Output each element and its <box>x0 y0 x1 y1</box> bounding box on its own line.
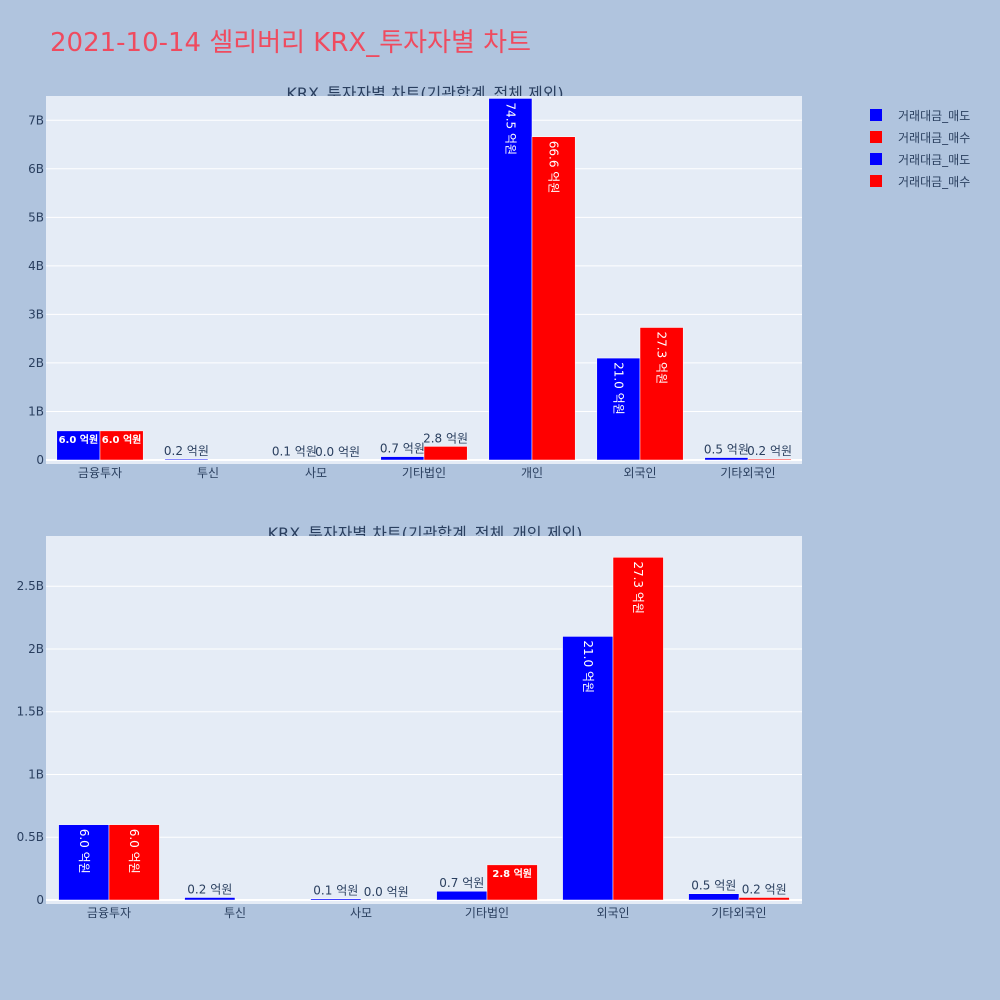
x-tick-label: 기타법인 <box>465 906 509 920</box>
data-label: 0.5 억원 <box>691 879 736 893</box>
data-label: 2.8 억원 <box>492 867 532 880</box>
y-tick-label: 4B <box>28 259 44 273</box>
data-label: 0.1 억원 <box>272 445 317 459</box>
data-label: 0.2 억원 <box>187 882 232 896</box>
legend-label-buy-1: 거래대금_매수 <box>898 130 971 145</box>
bar-buy[interactable] <box>486 864 538 901</box>
bar-buy[interactable] <box>639 327 684 461</box>
x-tick-label: 기타법인 <box>402 466 446 480</box>
legend-label-sell-2: 거래대금_매도 <box>898 152 971 167</box>
data-label: 6.0 억원 <box>102 433 142 446</box>
x-tick-label: 외국인 <box>623 466 656 480</box>
x-tick-label: 투신 <box>224 906 246 920</box>
y-tick-label: 2B <box>28 642 44 656</box>
y-tick-label: 0 <box>36 453 44 467</box>
data-label: 0.7 억원 <box>380 442 425 456</box>
x-tick-label: 기타외국인 <box>720 466 775 480</box>
legend-label-buy-2: 거래대금_매수 <box>898 174 971 189</box>
legend-label-sell-1: 거래대금_매도 <box>898 108 971 123</box>
data-label: 0.2 억원 <box>164 444 209 458</box>
bar-buy[interactable] <box>747 458 792 461</box>
data-label: 21.0 억원 <box>581 640 595 693</box>
y-tick-label: 7B <box>28 113 44 127</box>
legend-swatch-buy-2 <box>870 175 882 187</box>
y-tick-label: 0.5B <box>17 830 44 844</box>
data-label: 0.0 억원 <box>315 445 360 459</box>
data-label: 21.0 억원 <box>611 362 625 415</box>
data-label: 0.2 억원 <box>742 882 787 896</box>
y-tick-label: 3B <box>28 307 44 321</box>
legend-swatch-buy-1 <box>870 131 882 143</box>
bar-buy[interactable] <box>612 557 664 901</box>
legend-item-sell-1[interactable]: 거래대금_매도 <box>870 104 970 126</box>
bar-sell[interactable] <box>562 636 614 901</box>
data-label: 0.1 억원 <box>313 884 358 898</box>
legend-item-buy-2[interactable]: 거래대금_매수 <box>870 170 970 192</box>
legend-swatch-sell-1 <box>870 109 882 121</box>
x-tick-label: 금융투자 <box>78 466 122 480</box>
x-tick-label: 사모 <box>350 906 372 920</box>
data-label: 2.8 억원 <box>423 431 468 445</box>
y-tick-label: 5B <box>28 210 44 224</box>
y-tick-label: 2B <box>28 356 44 370</box>
y-tick-label: 0 <box>36 893 44 907</box>
bar-sell[interactable] <box>488 98 533 461</box>
data-label: 0.5 억원 <box>704 443 749 457</box>
data-label: 0.2 억원 <box>747 444 792 458</box>
data-label: 0.0 억원 <box>364 885 409 899</box>
data-label: 6.0 억원 <box>77 829 91 874</box>
x-tick-label: 사모 <box>305 466 327 480</box>
x-tick-label: 투신 <box>197 466 219 480</box>
bar-sell[interactable] <box>380 456 425 461</box>
x-tick-label: 금융투자 <box>87 906 131 920</box>
bar-buy[interactable] <box>108 824 160 901</box>
page-title: 2021-10-14 셀리버리 KRX_투자자별 차트 <box>50 28 532 58</box>
bar-sell[interactable] <box>704 457 749 461</box>
data-label: 74.5 억원 <box>503 102 517 155</box>
y-tick-label: 1B <box>28 767 44 781</box>
bar-sell[interactable] <box>688 893 740 901</box>
bar-buy[interactable] <box>423 446 468 461</box>
y-tick-label: 1B <box>28 404 44 418</box>
data-label: 6.0 억원 <box>59 433 99 446</box>
y-tick-label: 2.5B <box>17 579 44 593</box>
bar-sell[interactable] <box>184 897 236 901</box>
data-label: 27.3 억원 <box>655 332 669 385</box>
bar-buy[interactable] <box>99 430 144 461</box>
bar-buy[interactable] <box>531 136 576 461</box>
plot-area <box>46 536 802 904</box>
bar-sell[interactable] <box>56 430 101 461</box>
legend-item-sell-2[interactable]: 거래대금_매도 <box>870 148 970 170</box>
bar-sell[interactable] <box>310 898 362 901</box>
bar-buy[interactable] <box>738 897 790 901</box>
plot-area <box>46 96 802 464</box>
data-label: 0.7 억원 <box>439 876 484 890</box>
legend: 거래대금_매도 거래대금_매수 거래대금_매도 거래대금_매수 <box>870 104 970 192</box>
data-label: 66.6 억원 <box>547 141 561 194</box>
bar-sell[interactable] <box>58 824 110 901</box>
y-tick-label: 6B <box>28 162 44 176</box>
bar-sell[interactable] <box>164 458 209 461</box>
legend-item-buy-1[interactable]: 거래대금_매수 <box>870 126 970 148</box>
data-label: 6.0 억원 <box>127 829 141 874</box>
legend-swatch-sell-2 <box>870 153 882 165</box>
bar-sell[interactable] <box>436 890 488 901</box>
y-tick-label: 1.5B <box>17 705 44 719</box>
x-tick-label: 외국인 <box>596 906 629 920</box>
bar-sell[interactable] <box>596 357 641 461</box>
data-label: 27.3 억원 <box>631 561 645 614</box>
x-tick-label: 개인 <box>521 466 543 480</box>
x-tick-label: 기타외국인 <box>711 906 766 920</box>
